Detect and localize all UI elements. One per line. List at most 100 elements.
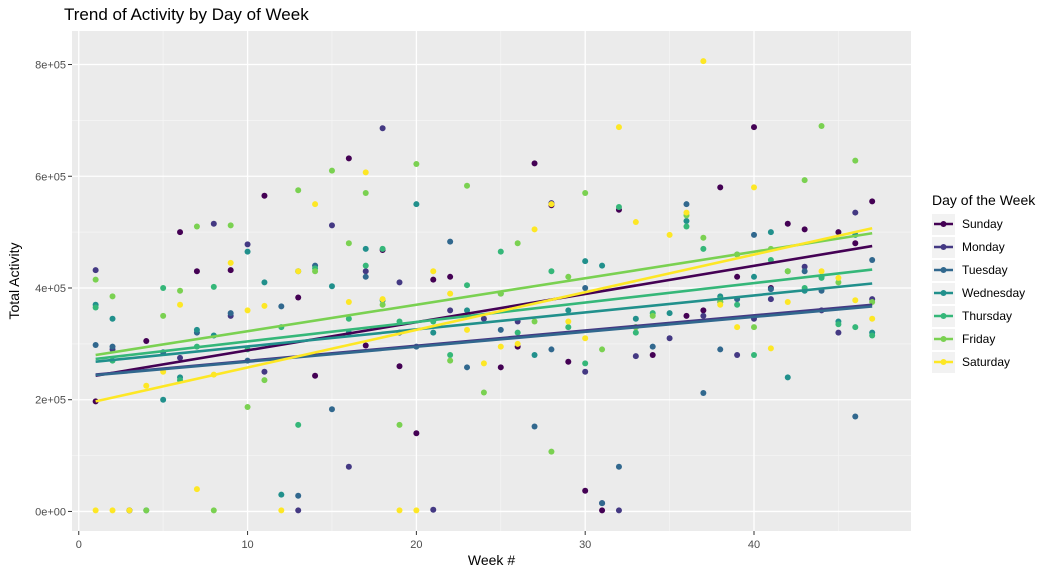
tuesday-point [615, 463, 622, 470]
friday-point [295, 187, 302, 194]
thursday-point [514, 329, 521, 336]
wednesday-point [784, 374, 791, 381]
tuesday-point [683, 201, 690, 208]
wednesday-point [666, 310, 673, 317]
wednesday-point [464, 307, 471, 314]
friday-point [193, 223, 200, 230]
saturday-point [497, 343, 504, 350]
monday-point [734, 352, 741, 359]
friday-point [244, 403, 251, 410]
sunday-point [312, 372, 319, 379]
friday-point [143, 507, 150, 514]
sunday-point [700, 307, 707, 314]
wednesday-point [160, 396, 167, 403]
friday-point [835, 279, 842, 286]
y-tick-label: 6e+05 [35, 171, 66, 183]
legend-label-monday: Monday [962, 240, 1005, 254]
wednesday-point [767, 229, 774, 236]
y-axis-title: Total Activity [6, 242, 22, 319]
saturday-point [143, 382, 150, 389]
monday-point [177, 354, 184, 361]
saturday-point [531, 226, 538, 233]
friday-point [869, 298, 876, 305]
saturday-point [632, 219, 639, 226]
saturday-point [362, 169, 369, 176]
thursday-point [362, 262, 369, 269]
sunday-point [227, 267, 234, 274]
axis-ticks: 0 10 20 30 40 0e+00 2e+05 4e+05 6e+05 8e+05 [35, 60, 760, 551]
friday-point [801, 177, 808, 184]
monday-point [632, 353, 639, 360]
tuesday-point [801, 268, 808, 275]
friday-point [480, 389, 487, 396]
monday-point [379, 125, 386, 132]
friday-point [464, 182, 471, 189]
wednesday-trend-line [95, 282, 873, 364]
sunday-point [801, 226, 808, 233]
tuesday-point [92, 341, 99, 348]
thursday-point [447, 352, 454, 359]
saturday-point [447, 290, 454, 297]
friday-point [328, 167, 335, 174]
friday-point [109, 293, 116, 300]
monday-point [362, 268, 369, 275]
thursday-point [210, 283, 217, 290]
tuesday-point [328, 406, 335, 413]
thursday-point [497, 248, 504, 255]
monday-point [244, 241, 251, 248]
wednesday-point [244, 248, 251, 255]
saturday-point [312, 201, 319, 208]
legend-label-wednesday: Wednesday [962, 286, 1025, 300]
monday-point [261, 368, 268, 375]
saturday-point [666, 231, 673, 238]
monday-point [210, 220, 217, 227]
saturday-point [295, 268, 302, 275]
wednesday-point [531, 352, 538, 359]
tuesday-point [767, 286, 774, 293]
friday-point [751, 324, 758, 331]
sunday-point [835, 229, 842, 236]
thursday-point [835, 321, 842, 328]
wednesday-point [430, 329, 437, 336]
monday-point [396, 279, 403, 286]
saturday-point [480, 360, 487, 367]
monday-point [480, 315, 487, 322]
wednesday-point [413, 201, 420, 208]
sunday-point [430, 276, 437, 283]
monday-point [447, 307, 454, 314]
friday-point [177, 287, 184, 294]
monday-point [295, 507, 302, 514]
saturday-point [734, 324, 741, 331]
thursday-point [345, 315, 352, 322]
thursday-point [615, 203, 622, 210]
thursday-point [379, 245, 386, 252]
y-tick-label: 8e+05 [35, 60, 66, 72]
friday-point [548, 448, 555, 455]
monday-point [328, 222, 335, 229]
legend-label-friday: Friday [962, 332, 995, 346]
saturday-point [565, 318, 572, 325]
legend-label-saturday: Saturday [962, 355, 1010, 369]
saturday-point [193, 486, 200, 493]
tuesday-point [362, 273, 369, 280]
friday-point [396, 421, 403, 428]
sunday-point [599, 507, 606, 514]
y-tick-label: 2e+05 [35, 395, 66, 407]
sunday-point [261, 192, 268, 199]
y-tick-label: 4e+05 [35, 283, 66, 295]
saturday-trend-line [95, 226, 873, 403]
saturday-point [244, 307, 251, 314]
saturday-point [514, 340, 521, 347]
friday-point [531, 318, 538, 325]
plot-panel [72, 31, 911, 531]
sunday-point [869, 198, 876, 205]
saturday-point [379, 296, 386, 303]
sunday-point [852, 240, 859, 247]
tuesday-trend-line [95, 305, 873, 377]
saturday-point [126, 507, 133, 514]
tuesday-point [464, 364, 471, 371]
tuesday-point [497, 326, 504, 333]
tuesday-point [869, 257, 876, 264]
sunday-point [784, 220, 791, 227]
friday-point [312, 268, 319, 275]
